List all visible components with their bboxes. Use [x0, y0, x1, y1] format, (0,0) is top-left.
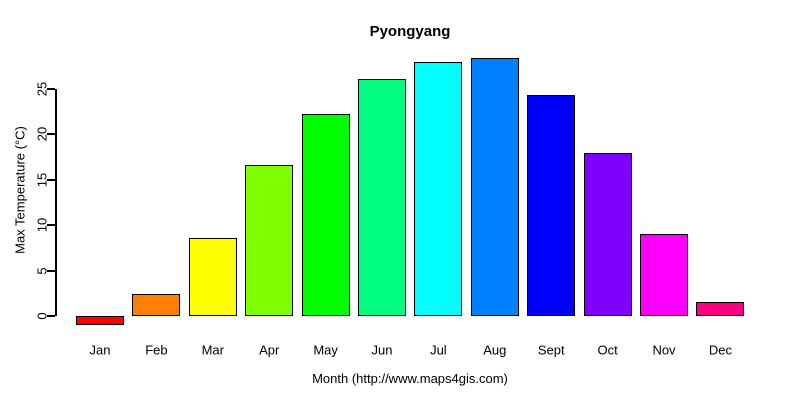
y-tick	[47, 269, 55, 272]
y-tick-label: 15	[34, 172, 50, 188]
bar	[640, 234, 688, 316]
bar	[470, 58, 519, 316]
bar	[188, 237, 237, 316]
x-tick-label: Dec	[708, 342, 732, 358]
y-tick-label: 20	[34, 127, 50, 142]
bar	[301, 114, 350, 316]
x-tick-label: Mar	[201, 342, 224, 358]
x-axis-label: Month (http://www.maps4gis.com)	[312, 371, 508, 386]
x-tick-label: Feb	[145, 342, 168, 358]
bar	[76, 316, 124, 326]
bar	[527, 95, 576, 316]
x-tick-label: Jan	[89, 342, 111, 358]
bar	[696, 302, 745, 316]
y-axis-line	[55, 89, 57, 316]
x-tick-label: Apr	[259, 342, 280, 358]
x-tick-label: May	[313, 342, 338, 358]
x-tick-label: Jun	[371, 342, 393, 358]
bar	[358, 79, 406, 316]
bar	[245, 165, 294, 316]
bar	[132, 294, 181, 316]
y-tick	[47, 133, 55, 136]
x-tick-label: Oct	[597, 342, 618, 358]
chart-title: Pyongyang	[369, 23, 451, 40]
x-tick-label: Nov	[652, 342, 676, 358]
y-tick	[47, 178, 55, 181]
y-tick-label: 0	[34, 312, 50, 320]
bar	[583, 152, 632, 316]
y-tick-label: 5	[34, 266, 50, 275]
y-tick-label: 25	[34, 81, 50, 97]
bar	[414, 61, 463, 316]
y-tick	[47, 315, 55, 317]
y-tick-label: 10	[34, 217, 50, 233]
y-tick	[47, 88, 55, 90]
x-tick-label: Jul	[430, 342, 447, 358]
y-tick	[47, 224, 55, 227]
x-tick-label: Aug	[483, 342, 507, 358]
x-tick-label: Sept	[537, 342, 565, 358]
